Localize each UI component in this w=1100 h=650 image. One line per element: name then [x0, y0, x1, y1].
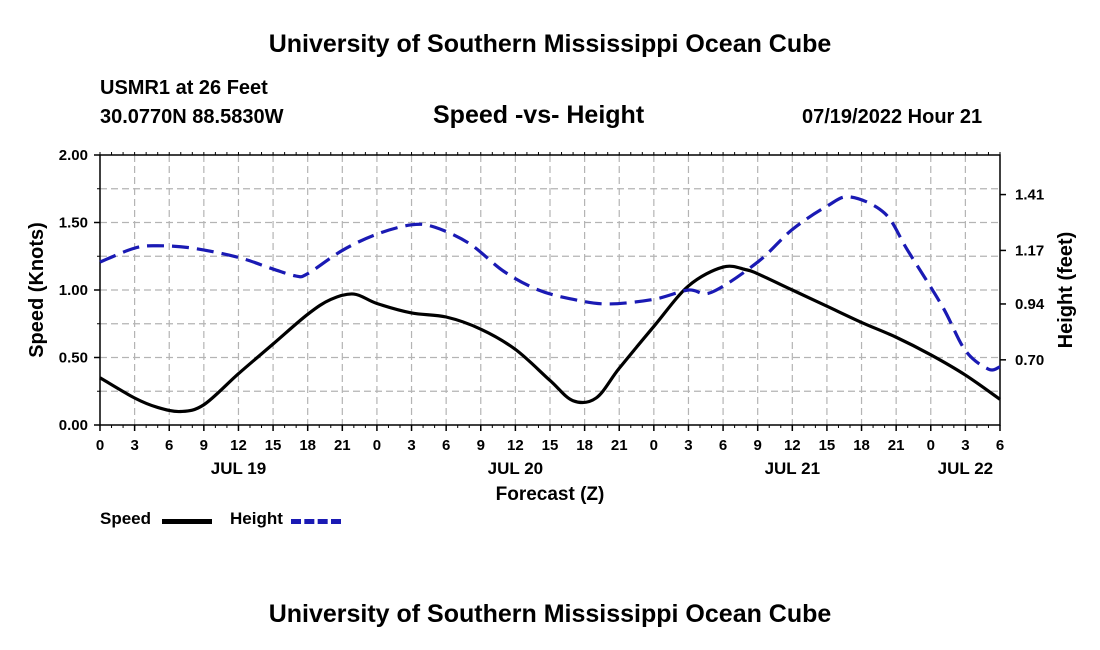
series-line-height: [99, 195, 1001, 372]
y2-tick-label: 0.70: [1015, 352, 1044, 369]
page-title-top: University of Southern Mississippi Ocean…: [268, 30, 832, 58]
legend-height-label: Height: [230, 509, 283, 528]
station-label: USMR1 at 26 Feet: [100, 77, 268, 99]
date-label: JUL 19: [211, 459, 266, 478]
x-tick-label: 9: [477, 437, 485, 454]
y-tick-label: 1.00: [59, 282, 88, 299]
plot-frame: [99, 154, 1001, 426]
x-tick-label: 9: [754, 437, 762, 454]
x-tick-label: 3: [961, 437, 969, 454]
y2-axis-title: Height (feet): [1055, 232, 1077, 349]
series-line-speed: [99, 264, 1001, 414]
x-tick-label: 21: [334, 437, 351, 454]
x-tick-label: 18: [853, 437, 870, 454]
legend-speed-label: Speed: [100, 509, 152, 528]
chart-title: Speed -vs- Height: [433, 101, 645, 129]
y2-tick-label: 1.17: [1015, 242, 1044, 259]
x-tick-label: 6: [996, 437, 1004, 454]
x-tick-label: 6: [165, 437, 173, 454]
x-tick-label: 3: [407, 437, 415, 454]
legend-speed-swatch: [162, 519, 212, 524]
x-tick-label: 21: [611, 437, 628, 454]
date-label: JUL 22: [938, 459, 993, 478]
y-tick-label: 0.00: [59, 417, 88, 434]
x-tick-label: 18: [576, 437, 593, 454]
x-tick-label: 15: [819, 437, 836, 454]
x-tick-label: 3: [130, 437, 138, 454]
y-tick-label: 1.50: [59, 215, 88, 232]
x-tick-label: 15: [265, 437, 282, 454]
x-tick-label: 6: [719, 437, 727, 454]
x-axis-title: Forecast (Z): [496, 484, 605, 505]
location-label: 30.0770N 88.5830W: [100, 106, 284, 128]
x-tick-label: 21: [888, 437, 905, 454]
x-tick-label: 18: [299, 437, 316, 454]
date-label: JUL 20: [488, 459, 543, 478]
x-tick-label: 0: [927, 437, 935, 454]
y-tick-label: 2.00: [59, 147, 88, 164]
x-tick-label: 3: [684, 437, 692, 454]
date-label: JUL 21: [765, 459, 820, 478]
y2-tick-label: 1.41: [1015, 187, 1044, 204]
x-tick-label: 12: [230, 437, 247, 454]
legend-height-swatch: [291, 519, 341, 524]
x-tick-label: 12: [784, 437, 801, 454]
x-tick-label: 15: [542, 437, 559, 454]
x-tick-label: 12: [507, 437, 524, 454]
y-axis-title: Speed (Knots): [26, 222, 48, 358]
page-title-bottom: University of Southern Mississippi Ocean…: [268, 600, 832, 628]
x-tick-label: 0: [96, 437, 104, 454]
timestamp-label: 07/19/2022 Hour 21: [802, 106, 983, 128]
x-tick-label: 0: [373, 437, 381, 454]
x-tick-label: 6: [442, 437, 450, 454]
y-tick-label: 0.50: [59, 350, 88, 367]
x-tick-label: 0: [650, 437, 658, 454]
y2-tick-label: 0.94: [1015, 296, 1045, 313]
x-tick-label: 9: [200, 437, 208, 454]
